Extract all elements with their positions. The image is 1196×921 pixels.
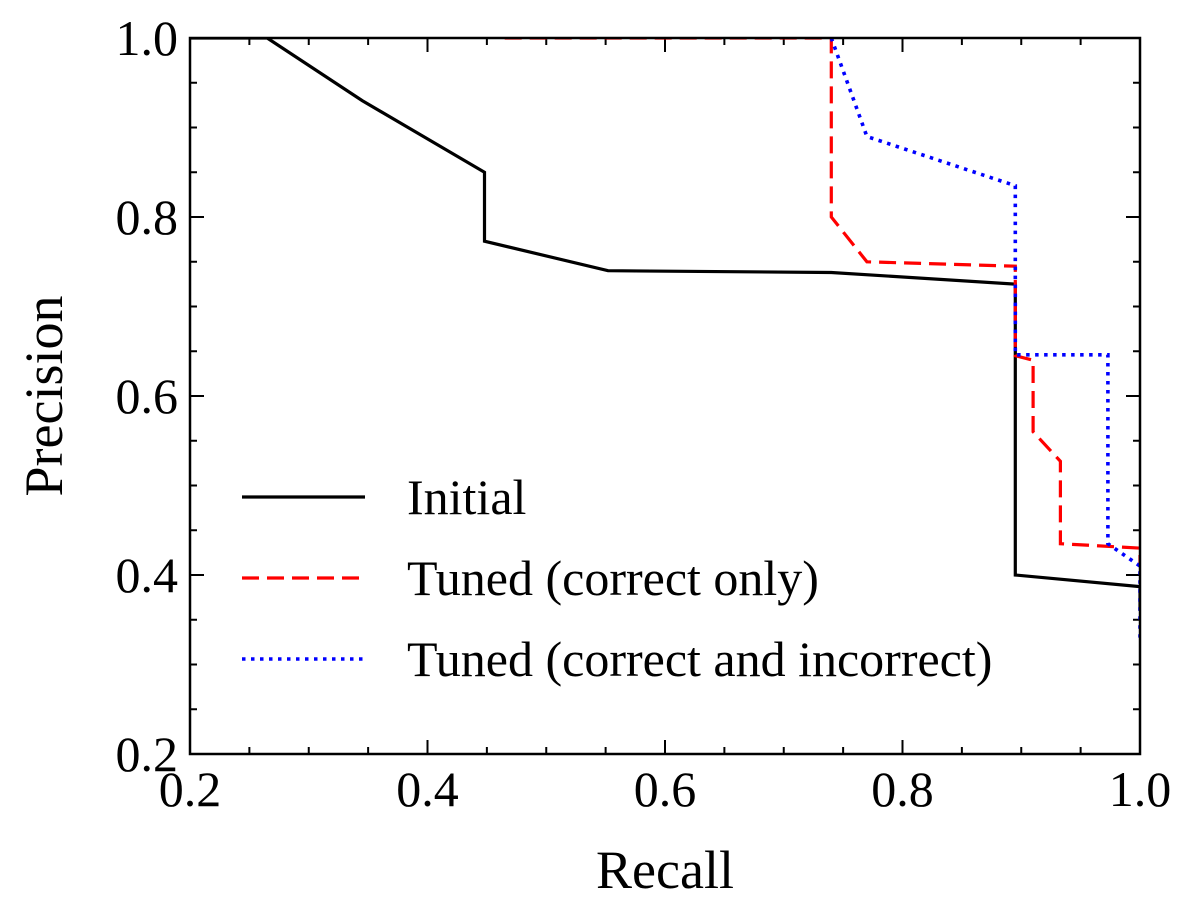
series-line-2	[504, 38, 1140, 567]
y-tick-label: 0.6	[116, 368, 179, 424]
x-tick-label: 0.2	[159, 761, 222, 817]
y-tick-label: 0.4	[116, 547, 179, 603]
x-axis-label: Recall	[596, 840, 734, 900]
x-tick-label: 0.6	[634, 761, 697, 817]
series-line-1	[190, 38, 1140, 611]
x-tick-label: 0.8	[871, 761, 934, 817]
y-tick-labels: 0.2 0.4 0.6 0.8 1.0	[116, 10, 179, 782]
legend: Initial Tuned (correct only) Tuned (correc…	[242, 469, 992, 687]
legend-label-2: Tuned (correct only)	[407, 550, 819, 606]
y-tick-label: 0.2	[116, 726, 179, 782]
y-tick-label: 0.8	[116, 189, 179, 245]
series-layer	[190, 38, 1140, 638]
y-tick-label: 1.0	[116, 10, 179, 66]
plot-frame	[188, 36, 1142, 756]
x-tick-labels: 0.2 0.4 0.6 0.8 1.0	[159, 761, 1172, 817]
legend-label-1: Initial	[407, 469, 526, 525]
x-tick-label: 0.4	[396, 761, 459, 817]
legend-label-3: Tuned (correct and incorrect)	[407, 631, 992, 687]
y-axis-label: Precision	[14, 296, 74, 497]
x-tick-label: 1.0	[1109, 761, 1172, 817]
